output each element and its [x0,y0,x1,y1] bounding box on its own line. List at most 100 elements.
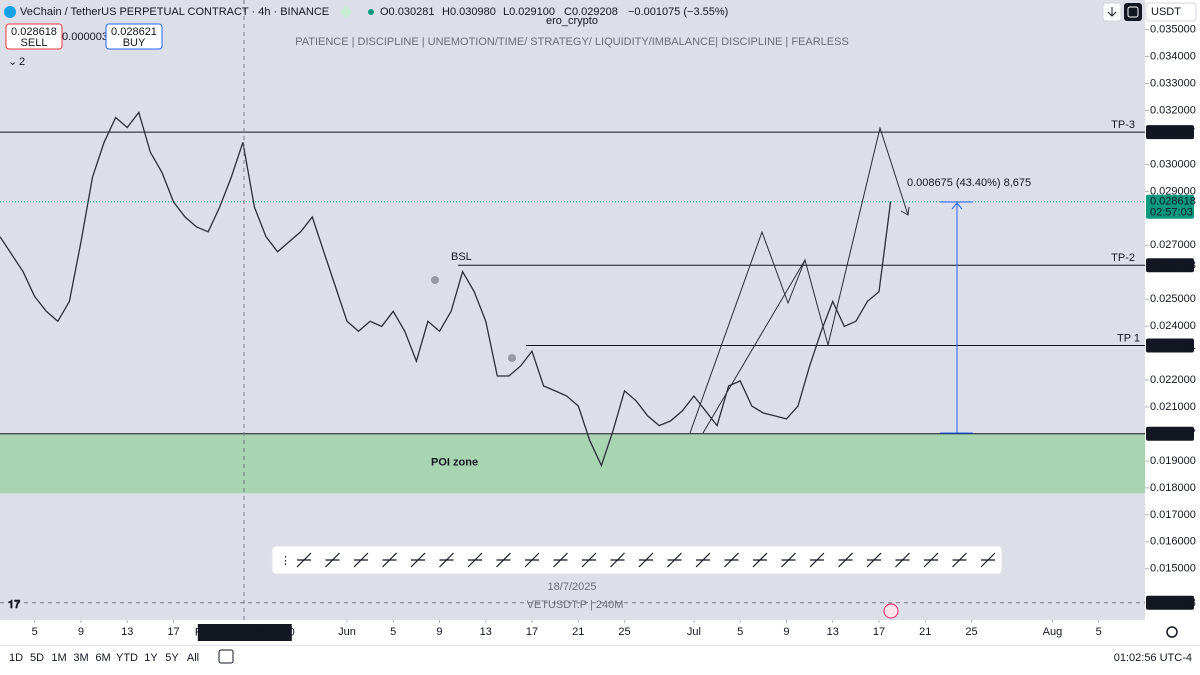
zone-label: POI zone [431,456,478,468]
range-button[interactable]: All [187,652,199,664]
tool-icon[interactable] [467,552,483,568]
download-icon [1107,7,1117,17]
sell-button[interactable] [5,23,63,50]
marker [508,354,516,362]
buy-price: 0.028621 [111,26,157,38]
tv-logo: 𝟏𝟕 [8,599,21,611]
range-button[interactable]: 1D [9,652,23,664]
x-tick-label: 13 [480,626,492,638]
x-tick-label: 25 [618,626,630,638]
x-tick-label: 21 [572,626,584,638]
measure-arrow [951,202,963,210]
status [341,7,351,17]
settings-icon[interactable] [1166,626,1178,638]
buy-button[interactable] [105,23,163,50]
level-name: TP-2 [1111,252,1135,264]
x-tick-label: Aug [1043,626,1063,638]
crosshair-date-box [197,624,292,641]
measure-label: 0.008675 (43.40%) 8,675 [907,177,1031,189]
tool-icon[interactable] [610,552,625,568]
y-tick-label: 0.019000 [1150,455,1196,467]
tool-icon[interactable] [980,552,996,568]
currency: USDT [1151,6,1181,18]
currency-select[interactable] [1145,2,1197,22]
current-price-box [1146,194,1194,219]
logo [4,6,16,18]
ohlc-open: O0.030281 [380,6,434,18]
y-tick-label: 0.018000 [1150,482,1196,494]
tool-icon[interactable] [496,552,511,568]
range-button[interactable]: 5Y [165,652,179,664]
x-tick-label: 13 [827,626,839,638]
y-tick-label: 0.034000 [1150,51,1196,63]
tool-icon[interactable] [866,552,882,568]
x-tick-label: 9 [783,626,789,638]
tool-icon[interactable] [439,552,454,568]
calendar-icon[interactable] [218,649,234,664]
tool-icon[interactable] [809,552,825,568]
y-tick-label: 0.022000 [1150,374,1196,386]
tool-icon[interactable] [667,552,682,568]
ohlc-close: C0.029208 [564,6,618,18]
tool-icon[interactable] [553,552,568,568]
range-button[interactable]: 6M [95,652,110,664]
poi-zone [0,433,1145,494]
y-tick-label: 0.035000 [1150,24,1196,36]
indicator-toggle[interactable]: ⌄ [8,56,17,68]
screen-button[interactable] [1124,3,1142,21]
alert-icon[interactable] [883,603,899,619]
y-tick-label: 0.024000 [1150,320,1196,332]
tool-icon[interactable] [895,552,910,568]
spread: 0.000003 [62,31,108,43]
tool-icon[interactable] [638,552,654,568]
tool-icon[interactable] [952,552,967,568]
level-price-box [1146,426,1194,441]
ohlc-change: −0.001075 (−3.55%) [628,6,728,18]
range-button[interactable]: YTD [116,652,138,664]
x-tick-label: 5 [737,626,743,638]
x-tick-label: 5 [32,626,38,638]
tool-icon[interactable] [325,552,340,568]
y-tick-label: 0.027000 [1150,239,1196,251]
tool-icon[interactable] [524,552,540,568]
level-price: 0.020007 [1150,428,1196,440]
marker [431,276,439,284]
y-tick-label: 0.029000 [1150,185,1196,197]
plot-area [0,0,1145,620]
sell-label: SELL [21,37,48,49]
price-line [0,110,892,468]
y-tick-label: 0.030000 [1150,158,1196,170]
range-button[interactable]: 1Y [144,652,158,664]
tool-icon[interactable] [752,552,768,568]
toolbar-grip: ⋮ [280,555,291,567]
x-tick-label: 25 [965,626,977,638]
x-tick-label: 5 [1096,626,1102,638]
symbol: VeChain / TetherUS PERPETUAL CONTRACT · … [20,6,329,18]
tool-icon[interactable] [353,552,369,568]
tool-icon[interactable] [781,552,796,568]
projection-path [689,230,829,434]
range-button[interactable]: 3M [73,652,88,664]
tool-icon[interactable] [695,552,711,568]
tool-icon[interactable] [581,552,597,568]
ohlc-high: H0.030980 [442,6,496,18]
cursor-price-box [1146,595,1194,610]
x-tick-label: 13 [121,626,133,638]
x-tick-label: 9 [78,626,84,638]
range-button[interactable]: 5D [30,652,44,664]
tool-icon[interactable] [923,552,939,568]
tool-icon[interactable] [382,552,397,568]
ohlc-low: L0.029100 [503,6,555,18]
level-name: TP 1 [1117,332,1140,344]
tool-icon[interactable] [838,552,853,568]
level-price-box [1146,338,1194,353]
x-tick-label: 17 [526,626,538,638]
tool-icon[interactable] [296,552,312,568]
x-tick-label: 17 [873,626,885,638]
tool-icon[interactable] [410,552,426,568]
tool-icon[interactable] [724,552,739,568]
y-tick-label: 0.025000 [1150,293,1196,305]
sell-price: 0.028618 [11,26,57,38]
range-button[interactable]: 1M [51,652,66,664]
drawing-toolbar [271,545,1003,575]
